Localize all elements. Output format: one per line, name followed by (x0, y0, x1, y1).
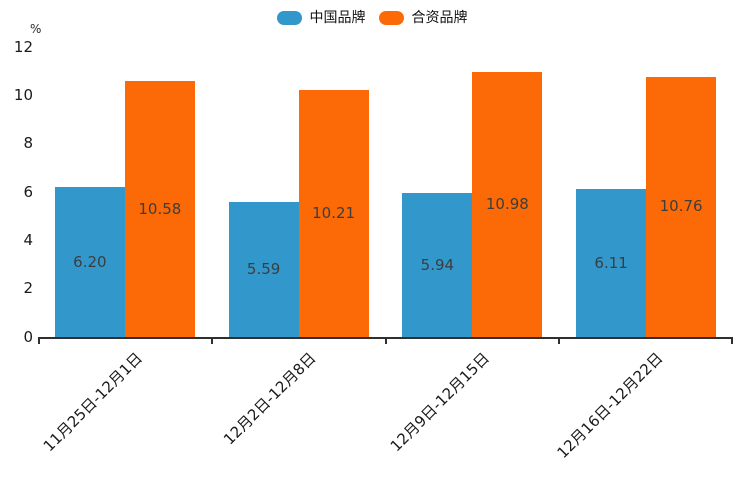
bar-series-0-group-1[interactable] (228, 201, 299, 337)
y-axis-tick-label: 10 (13, 85, 33, 104)
x-axis-tick (384, 337, 387, 344)
bar-series-1-group-0[interactable] (124, 81, 195, 337)
x-axis-category-label: 12月16日-12月22日 (553, 349, 667, 462)
legend-label-china-brands: 中国品牌 (309, 10, 366, 26)
bar-series-1-group-3[interactable] (646, 76, 717, 337)
legend: 中国品牌 合资品牌 (0, 9, 744, 27)
y-axis-tick-label: 4 (23, 230, 33, 249)
legend-item-joint-venture-brands[interactable]: 合资品牌 (378, 9, 468, 27)
y-axis-tick-label: 12 (13, 37, 33, 56)
bar-series-0-group-0[interactable] (54, 187, 125, 337)
bar-series-1-group-1[interactable] (298, 90, 369, 337)
legend-label-joint-venture-brands: 合资品牌 (411, 10, 468, 26)
legend-swatch-china-brands (276, 11, 302, 25)
bar-series-0-group-3[interactable] (576, 189, 647, 337)
x-axis-category-label: 12月9日-12月15日 (386, 349, 494, 456)
y-axis-tick-label: 0 (23, 327, 33, 346)
y-axis-tick-label: 8 (23, 134, 33, 153)
y-axis-tick-label: 6 (23, 182, 33, 201)
x-axis-tick (558, 337, 561, 344)
x-axis-category-label: 12月2日-12月8日 (219, 349, 320, 449)
y-axis-unit-label: % (30, 22, 42, 36)
bar-series-1-group-2[interactable] (472, 71, 543, 337)
x-axis-category-label: 11月25日-12月1日 (39, 349, 146, 456)
legend-item-china-brands[interactable]: 中国品牌 (276, 9, 366, 27)
x-axis-tick (210, 337, 213, 344)
legend-swatch-joint-venture-brands (378, 11, 404, 25)
plot-area: 6.20 5.59 5.94 6.11 10.58 10.21 10.98 10.76 11月2… (38, 47, 733, 462)
x-axis-tick (38, 337, 40, 344)
y-axis-tick-label: 2 (23, 279, 33, 298)
bar-series-0-group-2[interactable] (402, 193, 473, 337)
x-axis-tick (731, 337, 733, 344)
